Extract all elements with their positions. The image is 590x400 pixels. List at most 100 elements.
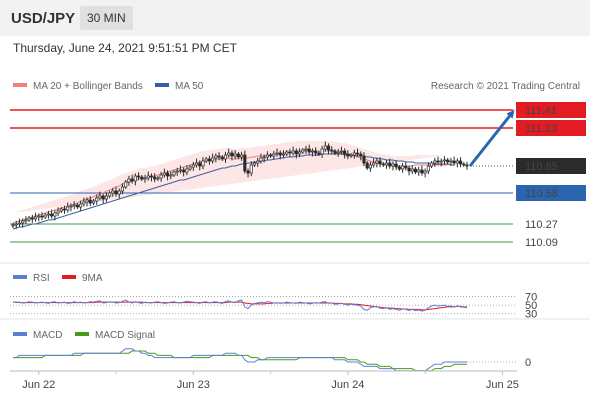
- candle: [130, 174, 134, 184]
- candle: [111, 187, 115, 197]
- candle: [307, 144, 311, 155]
- rsi-ma-legend-label: 9MA: [82, 273, 103, 284]
- candle: [182, 167, 186, 177]
- candle: [227, 148, 231, 158]
- candle: [162, 168, 166, 178]
- candle: [117, 188, 121, 199]
- candle: [214, 153, 218, 163]
- ma20-legend-label: MA 20 + Bollinger Bands: [33, 81, 143, 92]
- candle: [330, 146, 334, 155]
- x-tick-label: Jun 22: [22, 379, 55, 391]
- candle: [417, 166, 421, 176]
- candle: [46, 210, 50, 219]
- candle: [108, 191, 112, 198]
- candle: [288, 148, 292, 157]
- candle: [262, 154, 266, 163]
- level-tag-110.85: [516, 158, 586, 174]
- candle: [362, 152, 366, 167]
- ma20-line: [12, 150, 448, 224]
- chart-panel: [0, 36, 590, 400]
- level-tag-111.23: [516, 120, 586, 136]
- bollinger-band-area: [13, 141, 448, 213]
- candle: [233, 150, 237, 160]
- instrument-symbol: USD/JPY: [11, 10, 76, 27]
- candle: [375, 158, 379, 168]
- candle: [256, 157, 260, 167]
- candle: [381, 162, 385, 167]
- candle: [172, 170, 176, 177]
- projection: [468, 109, 515, 167]
- candle: [66, 202, 70, 213]
- candle: [359, 151, 363, 161]
- ma50-line: [12, 153, 455, 230]
- ma20-legend-swatch: [13, 83, 27, 87]
- timeframe-badge[interactable]: 30 MIN: [80, 6, 133, 30]
- level-label-110.58: 110.58: [525, 188, 558, 200]
- candle: [433, 157, 437, 167]
- candle: [75, 203, 79, 209]
- candle: [140, 175, 144, 181]
- candle: [404, 161, 408, 171]
- candle: [372, 158, 376, 168]
- candle: [291, 146, 295, 156]
- macd-signal-legend-swatch: [75, 332, 89, 336]
- candle: [56, 207, 60, 217]
- candle: [133, 173, 137, 186]
- candle: [69, 203, 73, 212]
- candle: [314, 147, 318, 157]
- candle: [178, 165, 182, 174]
- candle: [394, 160, 398, 171]
- candle: [53, 210, 57, 221]
- candle: [17, 218, 21, 227]
- candle: [410, 165, 414, 175]
- chart-datetime: Thursday, June 24, 2021 9:51:51 PM CET: [13, 41, 237, 55]
- level-lines: [10, 109, 513, 243]
- candle: [455, 158, 459, 168]
- candle: [37, 213, 41, 222]
- rsi-level-label: 70: [525, 292, 537, 304]
- candle: [220, 155, 224, 161]
- candle: [336, 148, 340, 157]
- candle: [249, 161, 253, 177]
- candle: [407, 165, 411, 176]
- x-tick-label: Jun 24: [331, 379, 364, 391]
- candle: [72, 201, 76, 210]
- candle: [40, 212, 44, 221]
- candle: [439, 158, 443, 167]
- projection-arrow: [468, 109, 515, 167]
- candle: [355, 148, 360, 157]
- candle: [124, 180, 128, 189]
- candle: [85, 197, 89, 207]
- macd-signal-line: [13, 350, 467, 372]
- candle: [298, 148, 302, 158]
- level-label-110.27: 110.27: [525, 219, 558, 231]
- candle: [465, 161, 469, 170]
- candle: [391, 161, 395, 171]
- candle: [459, 157, 463, 168]
- macd-line: [13, 348, 467, 372]
- level-tag-111.41: [516, 102, 586, 118]
- macd-legend-label: MACD: [33, 330, 62, 341]
- candle: [30, 214, 34, 223]
- candle: [294, 148, 298, 159]
- level-tag-110.58: [516, 185, 586, 201]
- candle: [11, 223, 15, 228]
- candle: [285, 150, 289, 156]
- candle: [269, 153, 273, 158]
- candle: [223, 151, 228, 163]
- candle: [426, 162, 430, 175]
- candle: [236, 152, 240, 159]
- x-tick-label: Jun 23: [177, 379, 210, 391]
- candle: [59, 207, 63, 213]
- candle: [452, 156, 456, 166]
- candle: [449, 157, 453, 166]
- candle: [204, 157, 208, 163]
- candle: [281, 150, 286, 159]
- candle: [326, 143, 331, 155]
- candle: [272, 150, 276, 160]
- candle: [95, 194, 99, 205]
- candle: [265, 151, 269, 161]
- candle: [310, 148, 314, 157]
- candle: [388, 158, 392, 169]
